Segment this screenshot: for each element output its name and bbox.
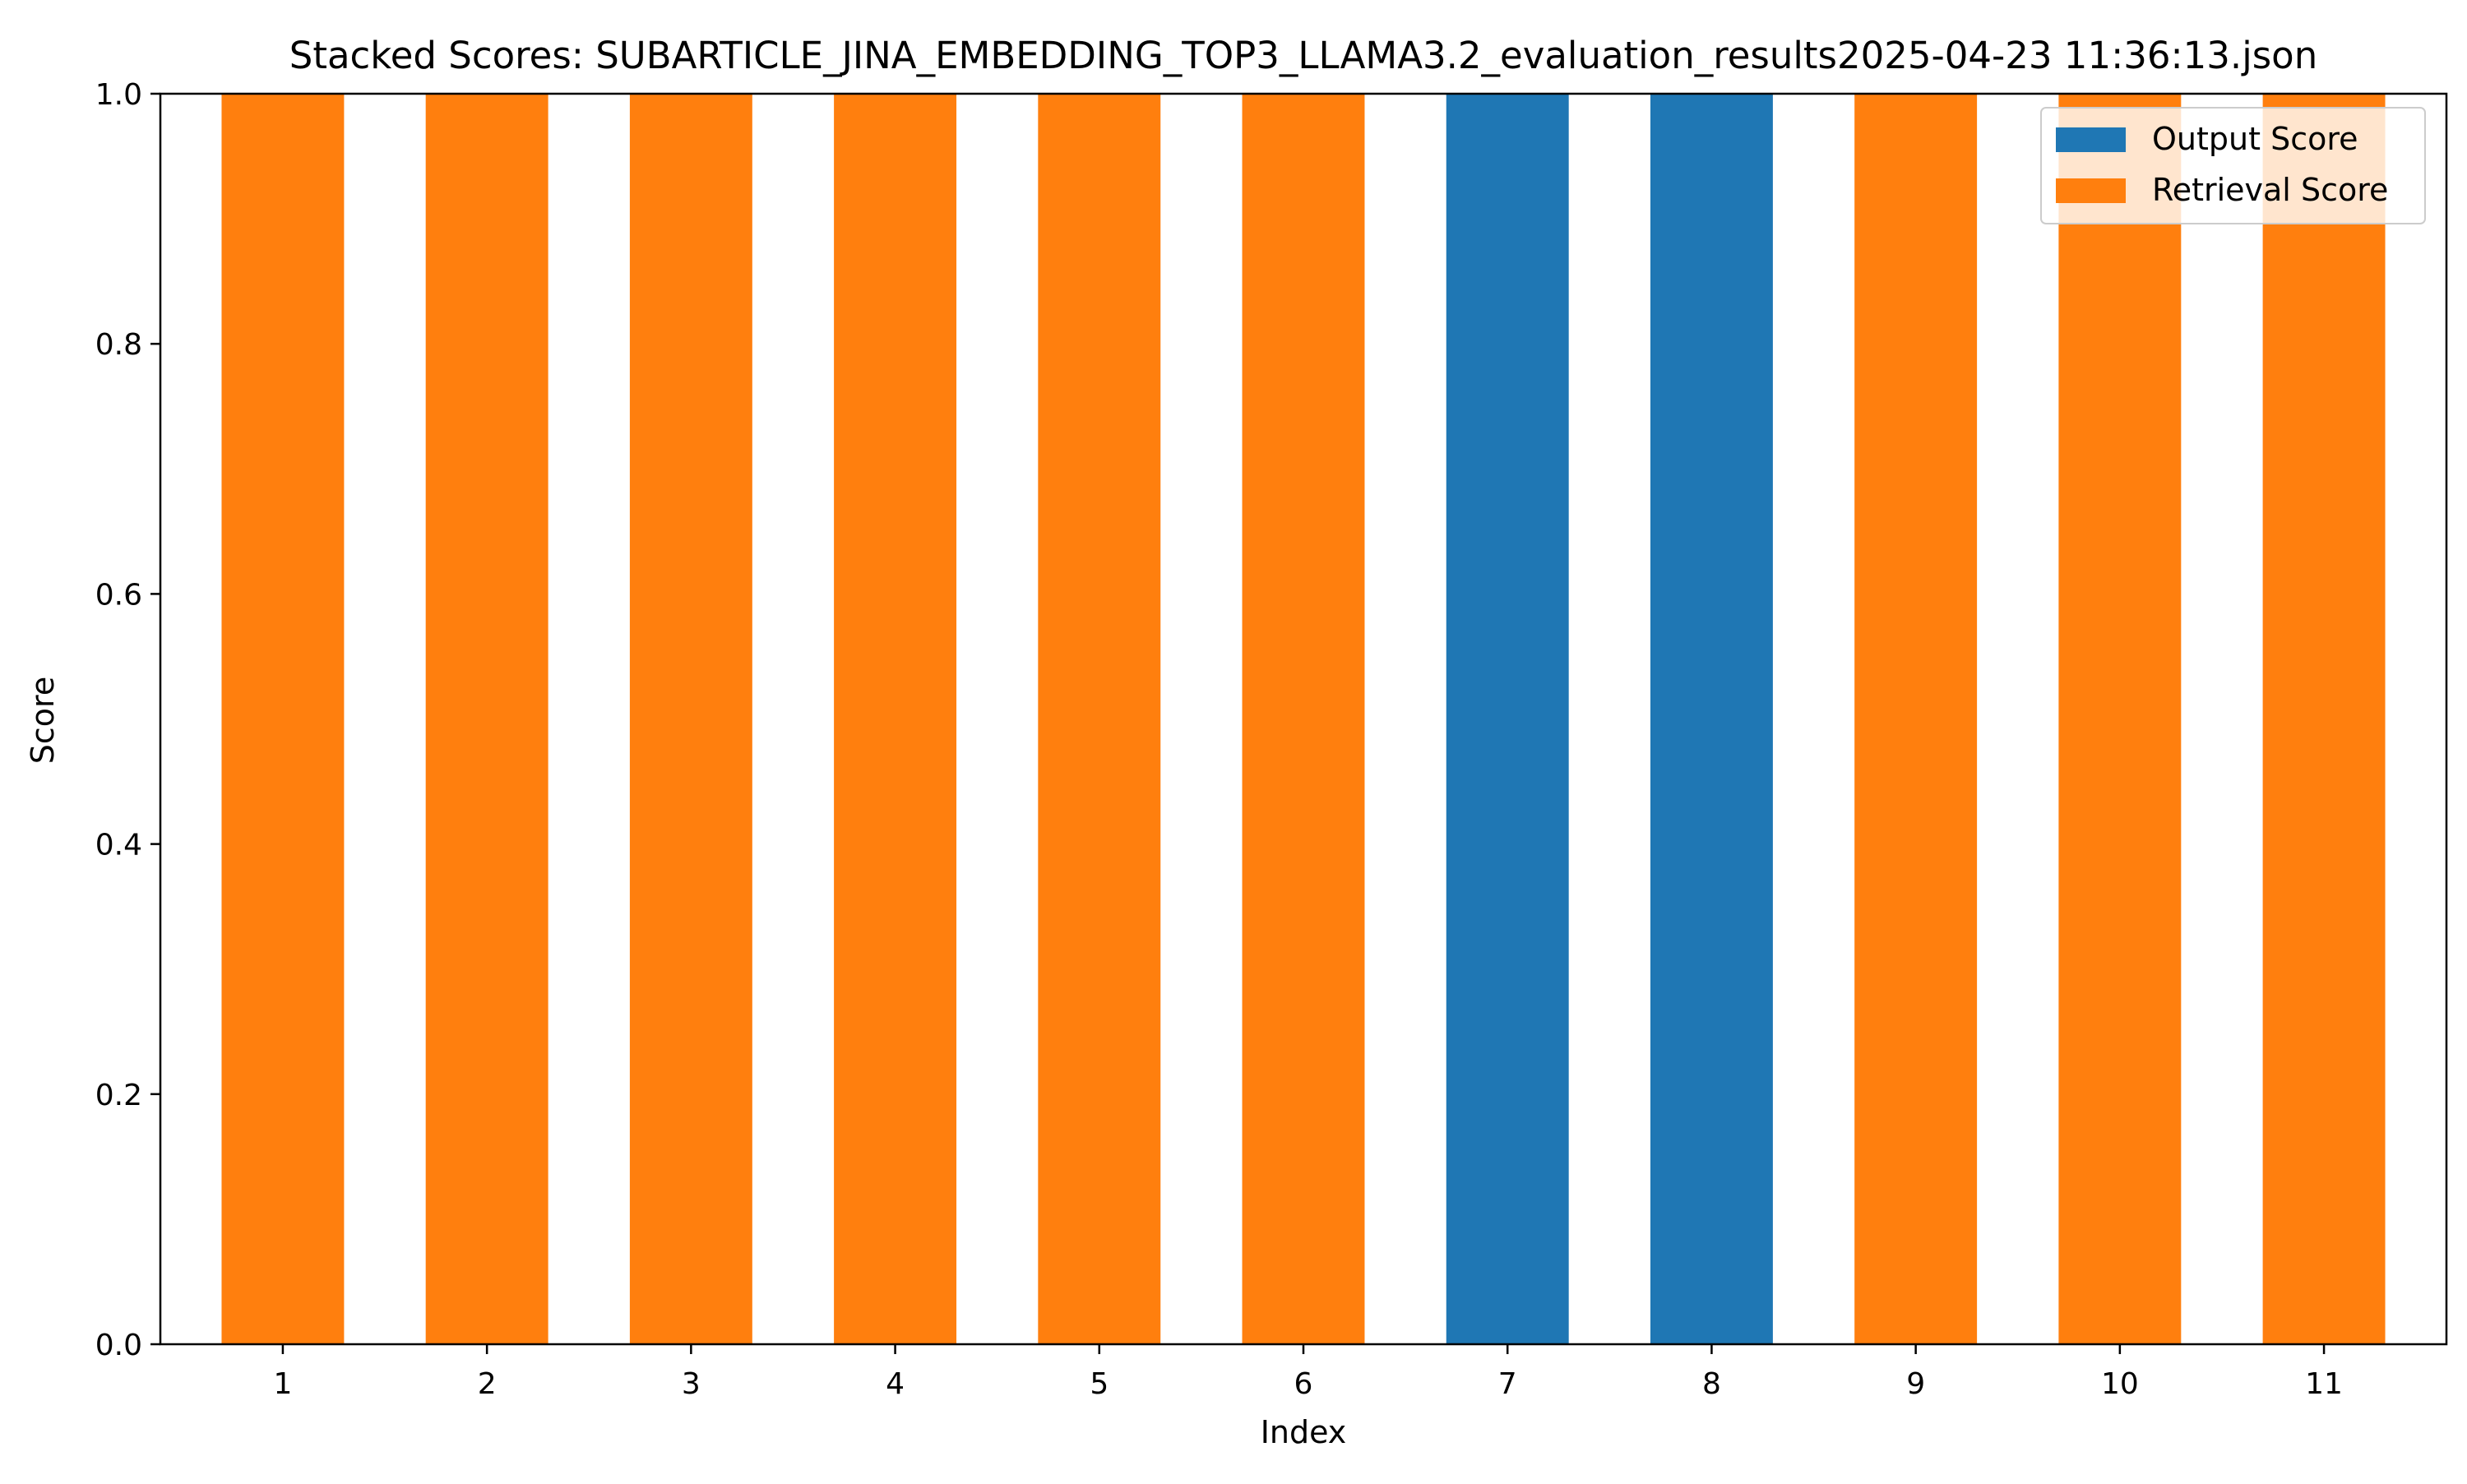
y-tick-label: 0.2 <box>95 1079 142 1112</box>
plot-area <box>221 94 2386 1344</box>
x-tick-label: 6 <box>1294 1367 1313 1401</box>
x-tick-label: 11 <box>2305 1367 2343 1401</box>
legend-label: Output Score <box>2152 121 2358 157</box>
y-axis-label: Score <box>25 677 61 764</box>
y-tick-label: 0.4 <box>95 829 142 862</box>
x-axis: 1 2 3 4 5 6 7 8 9 10 11 <box>273 1344 2343 1401</box>
bar <box>1650 94 1773 1344</box>
bar <box>2058 94 2182 1344</box>
bar <box>2262 94 2386 1344</box>
y-tick-label: 0.0 <box>95 1329 142 1362</box>
bar <box>221 94 345 1344</box>
y-tick-label: 0.6 <box>95 578 142 612</box>
legend-label: Retrieval Score <box>2152 172 2388 208</box>
bar <box>1038 94 1161 1344</box>
x-tick-label: 1 <box>273 1367 292 1401</box>
x-tick-label: 7 <box>1498 1367 1517 1401</box>
x-tick-label: 10 <box>2101 1367 2139 1401</box>
legend: Output Score Retrieval Score <box>2040 107 2426 224</box>
y-axis: 0.0 0.2 0.4 0.6 0.8 1.0 <box>95 78 160 1362</box>
bar <box>834 94 957 1344</box>
legend-box <box>2040 107 2426 224</box>
bar <box>425 94 548 1344</box>
legend-swatch <box>2056 127 2126 152</box>
x-tick-label: 4 <box>886 1367 905 1401</box>
series-0 <box>1446 94 1773 1344</box>
x-tick-label: 2 <box>478 1367 497 1401</box>
x-tick-label: 8 <box>1702 1367 1721 1401</box>
bar <box>1854 94 1978 1344</box>
x-tick-label: 9 <box>1906 1367 1925 1401</box>
bar <box>629 94 752 1344</box>
chart-title: Stacked Scores: SUBARTICLE_JINA_EMBEDDIN… <box>289 34 2317 77</box>
y-tick-label: 1.0 <box>95 78 142 112</box>
x-tick-label: 3 <box>682 1367 701 1401</box>
series-1 <box>221 94 2386 1344</box>
legend-swatch <box>2056 178 2126 203</box>
bar <box>1242 94 1365 1344</box>
y-tick-label: 0.8 <box>95 328 142 362</box>
x-tick-label: 5 <box>1090 1367 1109 1401</box>
bar <box>1446 94 1569 1344</box>
plot-frame <box>159 92 2448 1346</box>
x-axis-label: Index <box>1261 1414 1347 1450</box>
